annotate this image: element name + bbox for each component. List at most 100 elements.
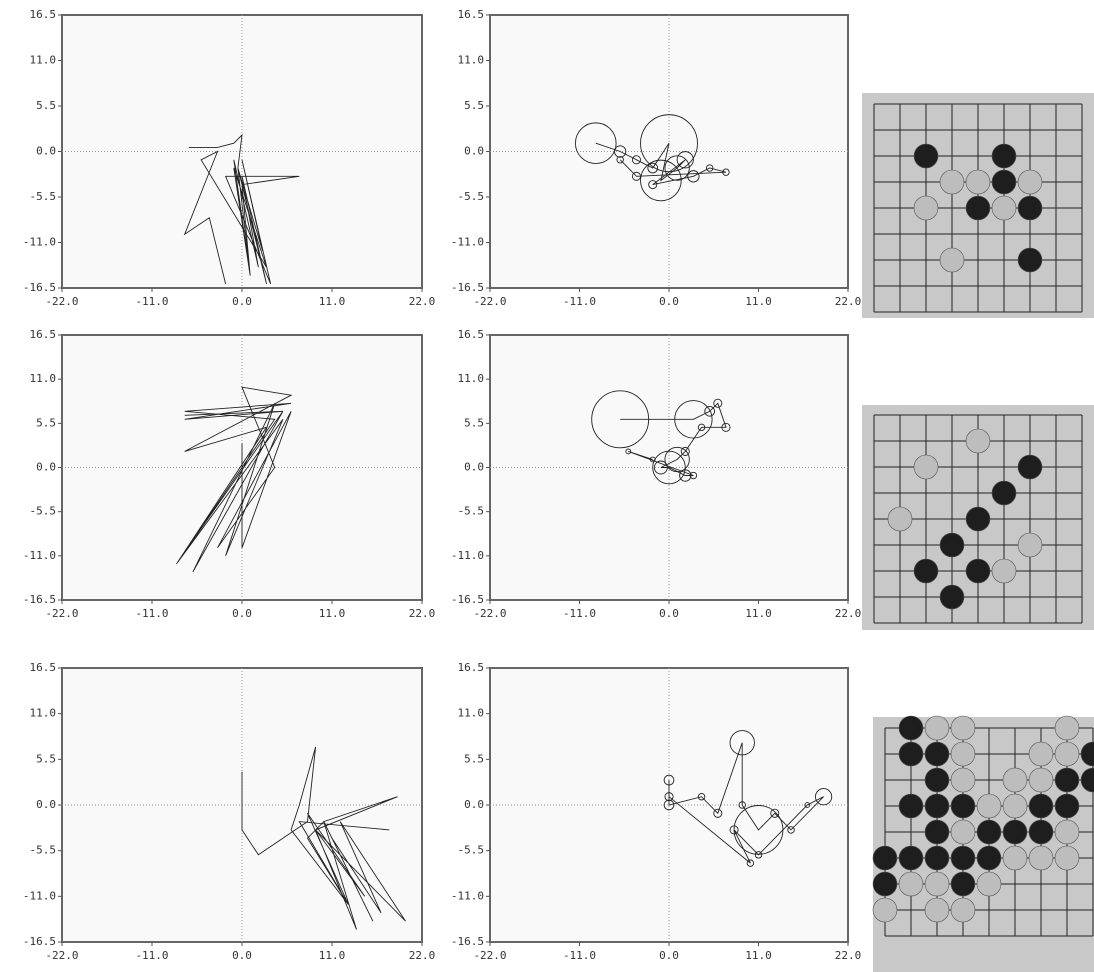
white-stone xyxy=(940,248,964,272)
black-stone xyxy=(992,144,1016,168)
black-stone xyxy=(1018,455,1042,479)
black-stone xyxy=(873,872,897,896)
y-tick-label: 16.5 xyxy=(30,661,57,674)
white-stone xyxy=(992,196,1016,220)
plot: -16.5-11.0-5.50.05.511.016.5-22.0-11.00.… xyxy=(23,661,435,962)
white-stone xyxy=(966,170,990,194)
white-stone xyxy=(1029,768,1053,792)
x-tick-label: 11.0 xyxy=(745,295,772,308)
go-board xyxy=(862,93,1094,318)
black-stone xyxy=(966,507,990,531)
black-stone xyxy=(992,170,1016,194)
black-stone xyxy=(1029,794,1053,818)
white-stone xyxy=(951,716,975,740)
black-stone xyxy=(914,144,938,168)
x-tick-label: -22.0 xyxy=(473,295,506,308)
x-tick-label: -11.0 xyxy=(563,295,596,308)
y-tick-label: -5.5 xyxy=(458,844,485,857)
go-board xyxy=(873,716,1094,972)
go-board xyxy=(862,405,1094,630)
y-tick-label: 11.0 xyxy=(458,707,485,720)
white-stone xyxy=(888,507,912,531)
black-stone xyxy=(925,846,949,870)
x-tick-label: -22.0 xyxy=(473,949,506,962)
white-stone xyxy=(1029,742,1053,766)
y-tick-label: 5.5 xyxy=(36,99,56,112)
y-tick-label: 5.5 xyxy=(36,752,56,765)
black-stone xyxy=(1055,794,1079,818)
y-tick-label: -5.5 xyxy=(30,505,57,518)
white-stone xyxy=(977,872,1001,896)
y-tick-label: -16.5 xyxy=(451,281,484,294)
x-tick-label: 0.0 xyxy=(659,607,679,620)
x-tick-label: 22.0 xyxy=(835,607,862,620)
white-stone xyxy=(951,820,975,844)
black-stone xyxy=(1029,820,1053,844)
y-tick-label: 11.0 xyxy=(30,707,57,720)
x-tick-label: 0.0 xyxy=(659,295,679,308)
black-stone xyxy=(925,742,949,766)
black-stone xyxy=(992,481,1016,505)
white-stone xyxy=(1018,533,1042,557)
white-stone xyxy=(1018,170,1042,194)
black-stone xyxy=(940,585,964,609)
x-tick-label: -11.0 xyxy=(135,949,168,962)
y-tick-label: 0.0 xyxy=(36,145,56,158)
white-stone xyxy=(992,559,1016,583)
white-stone xyxy=(1029,846,1053,870)
screen: -16.5 -11.0 -5.5 0.0 5.5 11.0 16.5 -22.0 -11.0 0.… xyxy=(0,0,1094,972)
black-stone xyxy=(951,794,975,818)
y-tick-label: 5.5 xyxy=(464,99,484,112)
y-tick-label: 0.0 xyxy=(464,461,484,474)
white-stone xyxy=(925,898,949,922)
y-tick-label: 5.5 xyxy=(464,752,484,765)
y-tick-label: -5.5 xyxy=(458,505,485,518)
x-tick-label: 22.0 xyxy=(835,949,862,962)
y-tick-label: -11.0 xyxy=(23,889,56,902)
black-stone xyxy=(899,742,923,766)
x-tick-label: -11.0 xyxy=(563,949,596,962)
x-tick-label: -11.0 xyxy=(563,607,596,620)
x-tick-label: 0.0 xyxy=(232,949,252,962)
black-stone xyxy=(940,533,964,557)
y-tick-label: 5.5 xyxy=(36,416,56,429)
black-stone xyxy=(1055,768,1079,792)
y-tick-label: 0.0 xyxy=(464,145,484,158)
y-tick-label: -16.5 xyxy=(23,593,56,606)
x-tick-label: 22.0 xyxy=(409,295,436,308)
white-stone xyxy=(940,170,964,194)
x-tick-label: 0.0 xyxy=(232,607,252,620)
white-stone xyxy=(1055,820,1079,844)
y-tick-label: 16.5 xyxy=(30,328,57,341)
white-stone xyxy=(951,742,975,766)
x-tick-label: 11.0 xyxy=(745,607,772,620)
y-tick-label: -11.0 xyxy=(451,549,484,562)
black-stone xyxy=(899,846,923,870)
black-stone xyxy=(951,872,975,896)
x-tick-label: 22.0 xyxy=(409,607,436,620)
x-tick-label: -11.0 xyxy=(135,295,168,308)
y-tick-label: 16.5 xyxy=(458,8,485,21)
x-tick-label: 0.0 xyxy=(232,295,252,308)
white-stone xyxy=(1055,742,1079,766)
white-stone xyxy=(1003,794,1027,818)
black-stone xyxy=(966,196,990,220)
y-tick-label: 11.0 xyxy=(30,372,57,385)
x-tick-label: 11.0 xyxy=(319,295,346,308)
y-tick-label: 0.0 xyxy=(36,461,56,474)
y-tick-label: 5.5 xyxy=(464,416,484,429)
white-stone xyxy=(1003,768,1027,792)
white-stone xyxy=(1003,846,1027,870)
white-stone xyxy=(1055,716,1079,740)
white-stone xyxy=(873,898,897,922)
white-stone xyxy=(925,872,949,896)
y-tick-label: -11.0 xyxy=(451,889,484,902)
y-tick-label: -5.5 xyxy=(30,844,57,857)
y-tick-label: -16.5 xyxy=(23,281,56,294)
white-stone xyxy=(914,196,938,220)
white-stone xyxy=(951,898,975,922)
x-tick-label: 22.0 xyxy=(409,949,436,962)
x-tick-label: 11.0 xyxy=(745,949,772,962)
